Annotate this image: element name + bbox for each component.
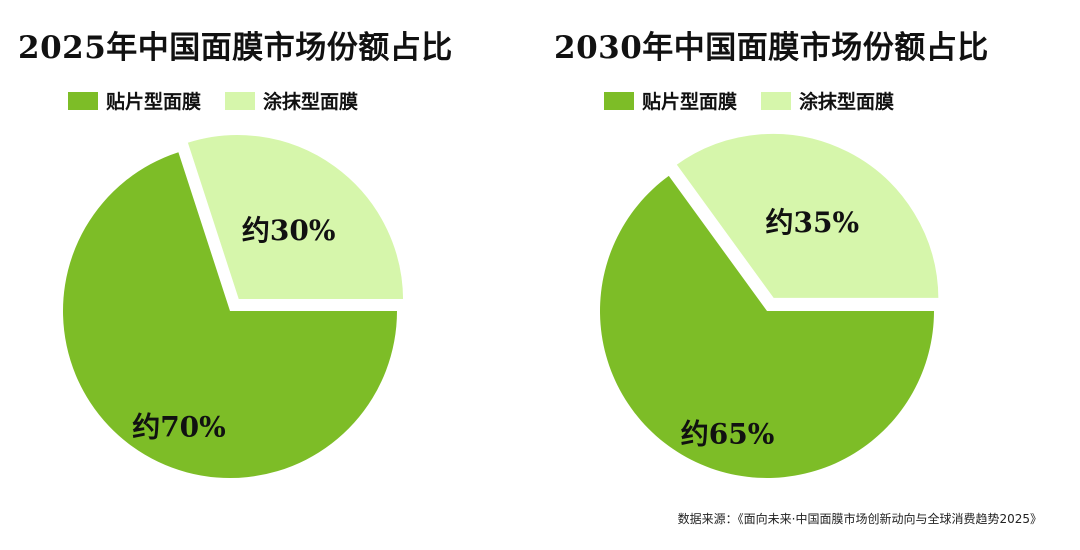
slice-label-sheet-mask: 约65% (681, 417, 775, 450)
legend-swatch-sheet (604, 91, 634, 110)
pie-chart: 约35% 约65% (600, 130, 942, 478)
slice-label-smear-mask: 约30% (242, 214, 336, 247)
chart-legend: 贴片型面膜 涂抹型面膜 (604, 87, 918, 114)
slice-label-smear-mask: 约35% (766, 206, 860, 239)
chart-panel-2025: 2025年中国面膜市场份额占比 贴片型面膜 涂抹型面膜 约30% 约70% (18, 30, 453, 479)
chart-title: 2025年中国面膜市场份额占比 (18, 30, 453, 66)
data-source-note: 数据来源：《面向未来·中国面膜市场创新动向与全球消费趋势2025》 (677, 512, 1042, 526)
chart-panel-2030: 2030年中国面膜市场份额占比 贴片型面膜 涂抹型面膜 约35% 约65% (540, 0, 1080, 550)
legend-swatch-smear (225, 91, 256, 110)
pie-slice-sheet-mask (63, 152, 398, 479)
legend-label: 贴片型面膜 (642, 91, 738, 113)
legend-item-sheet-mask: 贴片型面膜 (68, 87, 201, 114)
slice-label-sheet-mask: 约70% (132, 410, 226, 443)
legend-label: 涂抹型面膜 (263, 91, 359, 113)
legend-item-smear-mask: 涂抹型面膜 (225, 87, 358, 114)
legend-label: 涂抹型面膜 (799, 91, 895, 113)
pie-chart: 约30% 约70% (63, 132, 407, 479)
pie-slice-sheet-mask (600, 175, 934, 478)
chart-title: 2030年中国面膜市场份额占比 (554, 30, 989, 66)
pie-slice-smear-mask (672, 130, 942, 301)
legend-swatch-sheet (68, 91, 98, 110)
legend-item-smear-mask: 涂抹型面膜 (761, 87, 894, 114)
chart-legend: 贴片型面膜 涂抹型面膜 (68, 87, 382, 114)
legend-swatch-smear (761, 91, 792, 110)
legend-label: 贴片型面膜 (106, 91, 202, 113)
legend-item-sheet-mask: 贴片型面膜 (604, 87, 737, 114)
pie-slice-smear-mask (184, 132, 407, 303)
